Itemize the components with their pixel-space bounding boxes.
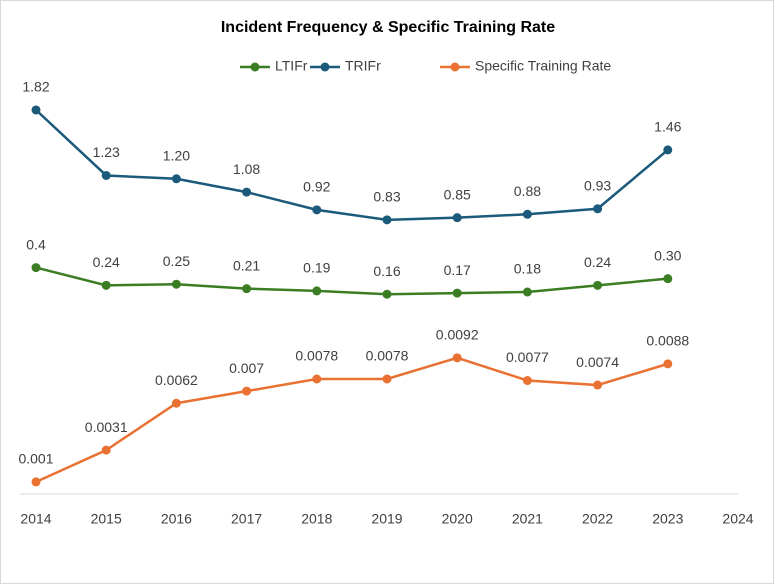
data-point — [663, 274, 673, 284]
data-point — [452, 288, 462, 298]
data-label: 0.0088 — [646, 333, 689, 349]
data-label: 0.24 — [93, 254, 120, 270]
series-line — [35, 266, 668, 296]
data-label: 0.19 — [303, 260, 330, 276]
data-label: 0.0031 — [85, 419, 128, 435]
x-tick-label: 2021 — [512, 511, 543, 527]
data-label: 0.85 — [444, 186, 471, 202]
x-tick-label: 2016 — [161, 511, 192, 527]
data-point — [31, 105, 41, 115]
data-point — [242, 386, 252, 396]
data-label: 0.001 — [18, 451, 53, 467]
data-point — [522, 376, 532, 386]
legend-label: Specific Training Rate — [475, 58, 611, 74]
series-line — [35, 109, 669, 222]
data-label: 0.4 — [26, 236, 46, 252]
data-point — [312, 286, 322, 296]
data-label: 0.83 — [373, 189, 400, 205]
x-tick-label: 2018 — [301, 511, 332, 527]
data-point — [593, 280, 603, 290]
data-label: 0.007 — [229, 360, 264, 376]
legend-marker — [450, 62, 460, 72]
chart-title: Incident Frequency & Specific Training R… — [221, 19, 555, 36]
x-tick-label: 2017 — [231, 511, 262, 527]
data-point — [312, 374, 322, 384]
data-label: 1.46 — [654, 119, 681, 135]
data-label: 0.0074 — [576, 354, 619, 370]
data-label: 1.20 — [163, 147, 190, 163]
x-tick-label: 2015 — [91, 511, 122, 527]
data-point — [663, 359, 673, 369]
x-tick-label: 2020 — [442, 511, 473, 527]
data-point — [312, 205, 322, 215]
data-point — [31, 263, 41, 273]
data-label: 0.0062 — [155, 372, 198, 388]
data-point — [382, 215, 392, 225]
data-label: 0.16 — [373, 263, 400, 279]
data-label: 0.0078 — [366, 348, 409, 364]
data-point — [31, 477, 41, 487]
x-tick-label: 2019 — [371, 511, 402, 527]
data-point — [171, 174, 181, 184]
data-point — [382, 374, 392, 384]
data-point — [171, 398, 181, 408]
data-point — [522, 209, 532, 219]
data-label: 0.18 — [514, 261, 541, 277]
data-label: 1.23 — [93, 144, 120, 160]
data-point — [522, 287, 532, 297]
data-label: 0.24 — [584, 254, 611, 270]
data-label: 0.92 — [303, 179, 330, 195]
data-point — [382, 289, 392, 299]
data-label: 0.17 — [444, 262, 471, 278]
data-label: 1.08 — [233, 161, 260, 177]
data-label: 0.21 — [233, 257, 260, 273]
data-label: 0.0078 — [295, 348, 338, 364]
data-label: 1.82 — [22, 79, 49, 95]
data-point — [101, 280, 111, 290]
data-point — [663, 145, 673, 155]
x-tick-label: 2014 — [20, 511, 51, 527]
data-point — [593, 380, 603, 390]
data-point — [452, 353, 462, 363]
data-label: 0.30 — [654, 247, 681, 263]
data-label: 0.0077 — [506, 349, 549, 365]
legend-marker — [250, 62, 260, 72]
series-line — [35, 356, 669, 484]
data-point — [242, 284, 252, 294]
data-point — [593, 204, 603, 214]
x-tick-label: 2022 — [582, 511, 613, 527]
data-label: 0.0092 — [436, 327, 479, 343]
data-point — [101, 170, 111, 180]
data-point — [171, 279, 181, 289]
data-label: 0.88 — [514, 183, 541, 199]
legend-label: LTIFr — [275, 58, 308, 74]
x-tick-label: 2024 — [722, 511, 753, 527]
legend-marker — [320, 62, 330, 72]
data-point — [452, 213, 462, 223]
data-label: 0.93 — [584, 177, 611, 193]
legend-label: TRIFr — [345, 58, 381, 74]
data-point — [242, 187, 252, 197]
data-point — [101, 445, 111, 455]
data-label: 0.25 — [163, 253, 190, 269]
x-tick-label: 2023 — [652, 511, 683, 527]
